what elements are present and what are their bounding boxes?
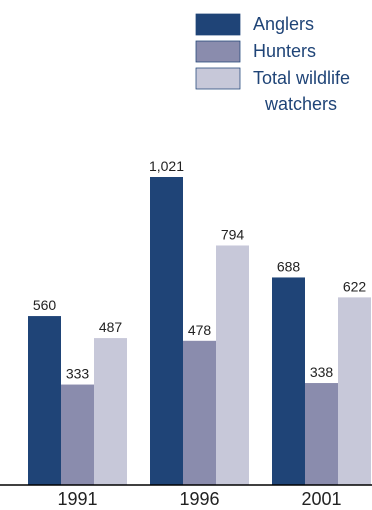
legend-label: Anglers	[253, 14, 314, 34]
x-tick-label: 2001	[301, 489, 341, 509]
bar-hunters-1991	[61, 385, 94, 485]
legend-label: watchers	[264, 94, 337, 114]
data-label: 560	[33, 297, 57, 313]
legend-label: Total wildlife	[253, 68, 350, 88]
data-label: 622	[343, 278, 367, 294]
bar-hunters-2001	[305, 383, 338, 485]
data-label: 794	[221, 226, 245, 242]
data-label: 688	[277, 258, 301, 274]
data-label: 338	[310, 364, 334, 380]
legend-swatch-hunters	[196, 41, 240, 62]
bar-anglers-2001	[272, 277, 305, 485]
bar-anglers-1996	[150, 177, 183, 485]
bar-total-wildlife-watchers-2001	[338, 297, 371, 485]
data-label: 333	[66, 366, 90, 382]
bar-total-wildlife-watchers-1996	[216, 245, 249, 485]
legend: Anglers Hunters Total wildlife watchers	[196, 14, 350, 114]
bar-total-wildlife-watchers-1991	[94, 338, 127, 485]
data-label: 1,021	[149, 158, 184, 174]
x-tick-label: 1991	[57, 489, 97, 509]
data-label: 487	[99, 319, 123, 335]
legend-swatch-anglers	[196, 14, 240, 35]
legend-swatch-total-wildlife-watchers	[196, 68, 240, 89]
legend-label: Hunters	[253, 41, 316, 61]
x-axis-ticks: 1991 1996 2001	[57, 489, 341, 509]
data-label: 478	[188, 322, 212, 338]
bar-hunters-1996	[183, 341, 216, 485]
bar-anglers-1991	[28, 316, 61, 485]
x-tick-label: 1996	[179, 489, 219, 509]
